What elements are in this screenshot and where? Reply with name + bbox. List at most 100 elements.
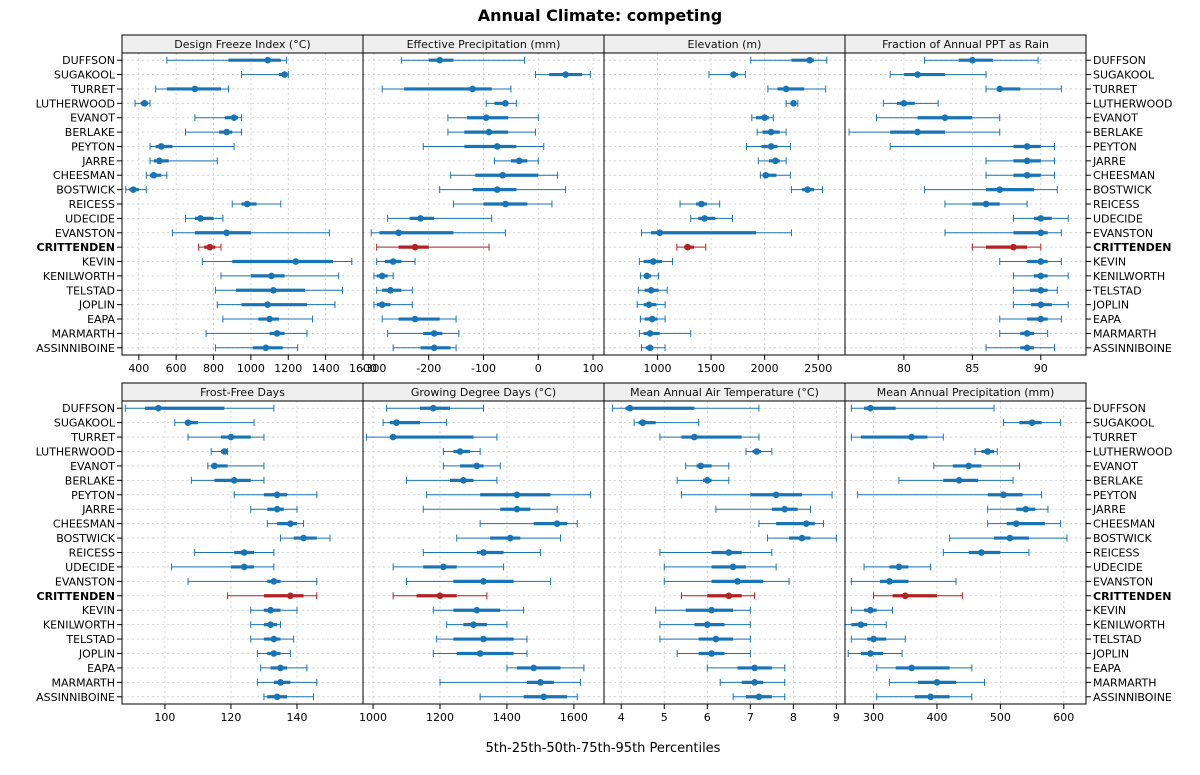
median-point: [908, 664, 915, 672]
interval-kevin: [250, 606, 298, 614]
interval-sugakool: [708, 71, 746, 79]
interval-evanot: [751, 114, 774, 122]
site-label-left: LUTHERWOOD: [36, 97, 115, 110]
site-label-right: BERLAKE: [1093, 474, 1143, 487]
x-tick-label: 2500: [804, 362, 832, 375]
site-label-left: JARRE: [81, 155, 115, 168]
interval-udecide: [1012, 214, 1069, 222]
x-tick-label: 600: [1053, 711, 1074, 724]
interval-cheesman: [985, 171, 1056, 179]
site-label-left: EVANOT: [70, 460, 115, 473]
median-point: [914, 71, 921, 78]
median-point: [639, 419, 647, 426]
median-point: [393, 419, 400, 426]
median-point: [984, 448, 991, 455]
site-label-right: EVANSTON: [1093, 575, 1153, 588]
median-point: [277, 679, 284, 686]
interval-marmarth: [999, 329, 1049, 337]
median-point: [751, 664, 758, 672]
interval-kenilworth: [220, 272, 340, 280]
median-point: [941, 114, 949, 122]
median-point: [649, 258, 657, 265]
interval-turret: [155, 85, 229, 93]
median-point: [485, 128, 493, 136]
x-tick-label: 100: [583, 362, 604, 375]
median-point: [264, 56, 272, 64]
x-tick-label: -100: [471, 362, 496, 375]
median-point: [230, 477, 238, 484]
median-point: [870, 635, 877, 643]
median-point: [646, 330, 654, 337]
interval-joplin: [216, 301, 336, 309]
site-label-left: EVANSTON: [55, 227, 115, 240]
median-point: [1037, 215, 1045, 222]
interval-bostwick: [767, 534, 837, 542]
site-label-left: EAPA: [87, 313, 115, 326]
median-point: [273, 505, 281, 513]
interval-telstad: [436, 635, 528, 643]
site-label-right: TELSTAD: [1092, 633, 1142, 646]
median-point: [206, 243, 214, 251]
median-point: [493, 186, 501, 193]
interval-duffson: [612, 404, 760, 412]
median-point: [264, 301, 272, 308]
median-point: [513, 491, 521, 499]
median-point: [223, 128, 230, 136]
interval-evanot: [207, 462, 265, 470]
site-label-right: UDECIDE: [1093, 561, 1143, 574]
interval-kevin: [638, 258, 674, 266]
median-point: [647, 286, 655, 294]
interval-eapa: [876, 664, 973, 672]
median-point: [267, 621, 274, 628]
site-label-right: EVANOT: [1093, 112, 1138, 125]
x-tick-label: 2000: [751, 362, 779, 375]
median-point: [513, 505, 521, 513]
interval-sugakool: [633, 419, 700, 427]
site-label-left: SUGAKOOL: [54, 69, 116, 82]
median-point: [751, 679, 758, 686]
median-point: [933, 679, 941, 686]
site-label-left: KEVIN: [82, 256, 115, 269]
interval-marmarth: [638, 329, 692, 337]
x-tick-label: 5: [661, 711, 668, 724]
median-point: [761, 114, 768, 122]
median-point: [734, 578, 741, 585]
interval-assinniboine: [876, 693, 973, 701]
interval-evanot: [875, 114, 1001, 122]
site-label-left: MARMARTH: [51, 676, 115, 689]
site-label-right: TURRET: [1092, 431, 1137, 444]
median-point: [978, 549, 985, 556]
median-point: [230, 114, 238, 122]
interval-joplin: [676, 650, 751, 657]
median-point: [708, 606, 715, 614]
median-point: [292, 258, 300, 265]
panels-group: Design Freeze Index (°C)400 600 800 1000 120…: [36, 34, 1172, 724]
median-point: [267, 606, 274, 614]
interval-assinniboine: [392, 344, 457, 352]
site-label-right: EAPA: [1093, 313, 1121, 326]
panel-2: Effective Precipitation (mm) -300 -200 -100…: [361, 34, 605, 375]
interval-assinniboine: [479, 693, 578, 701]
median-point: [266, 315, 273, 323]
x-tick-label: 90: [1034, 362, 1048, 375]
interval-turret: [365, 433, 498, 441]
interval-berlake: [406, 476, 498, 484]
interval-berlake: [756, 128, 787, 136]
x-tick-label: -200: [416, 362, 441, 375]
median-point: [969, 56, 976, 64]
median-point: [227, 433, 235, 441]
interval-duffson: [385, 404, 484, 412]
interval-peyton: [149, 142, 235, 150]
interval-duffson: [400, 56, 526, 64]
median-point: [184, 419, 192, 426]
interval-reicess: [944, 200, 1028, 208]
site-label-left: REICESS: [69, 547, 115, 560]
interval-duffson: [124, 404, 275, 412]
median-point: [436, 592, 444, 600]
interval-assinniboine: [732, 693, 786, 701]
x-tick-label: 120: [220, 711, 241, 724]
interval-cheesman: [987, 520, 1062, 528]
median-point: [506, 534, 514, 542]
interval-bostwick: [279, 534, 331, 542]
site-label-left: BERLAKE: [65, 474, 115, 487]
